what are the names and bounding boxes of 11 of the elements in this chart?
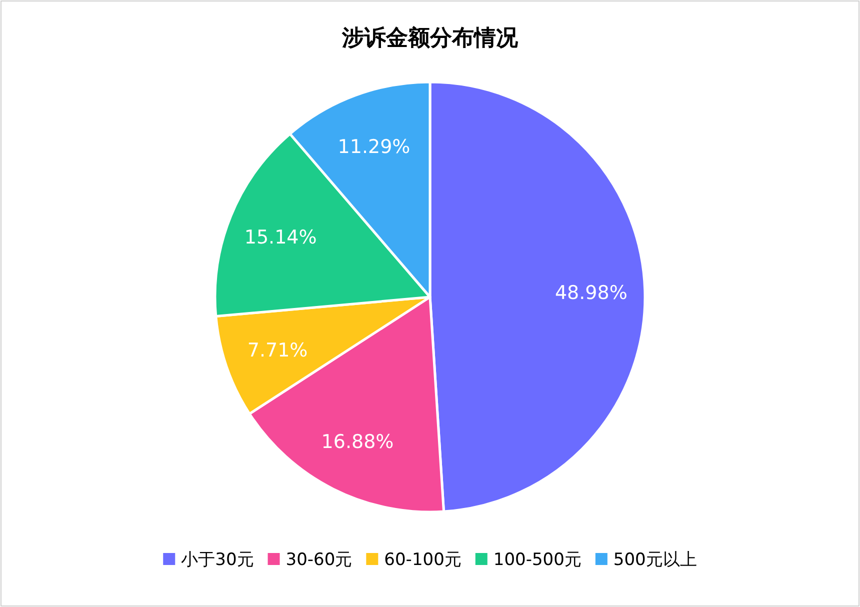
legend-label: 100-500元	[493, 550, 582, 570]
legend-label: 小于30元	[181, 550, 254, 570]
data-label: 7.71%	[247, 340, 308, 362]
legend-label: 500元以上	[613, 550, 697, 570]
data-label: 11.29%	[338, 136, 410, 158]
data-label: 16.88%	[321, 431, 394, 454]
legend-label: 60-100元	[384, 550, 462, 570]
chart-title: 涉诉金额分布情况	[341, 25, 519, 51]
legend-label: 30-60元	[286, 550, 352, 570]
data-label: 15.14%	[244, 226, 317, 248]
data-label: 48.98%	[554, 282, 628, 304]
